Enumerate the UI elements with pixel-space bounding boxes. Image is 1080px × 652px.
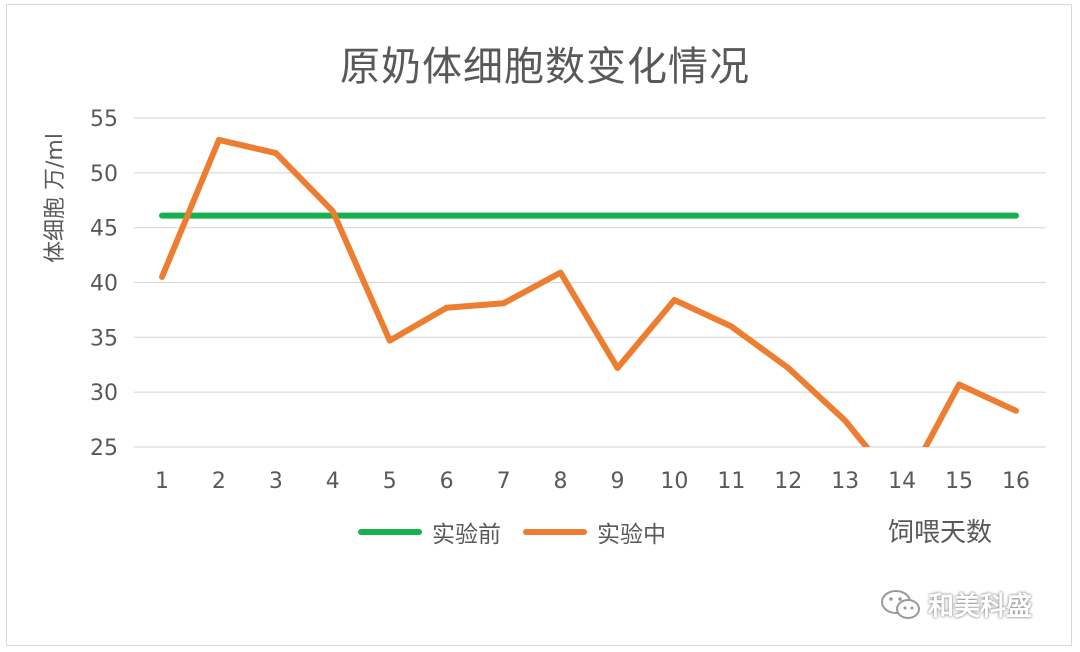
x-tick-label: 13: [831, 469, 859, 494]
legend-item-before: 实验前: [358, 515, 501, 549]
x-tick-label: 14: [888, 469, 916, 494]
y-tick-label: 25: [90, 436, 118, 461]
series-line-during: [159, 136, 1019, 447]
x-tick-label: 1: [155, 469, 169, 494]
x-axis-title: 饲喂天数: [888, 518, 993, 548]
legend: 实验前 实验中: [358, 514, 688, 550]
y-tick-label: 30: [90, 381, 118, 406]
x-tick-label: 7: [497, 469, 511, 494]
chart-frame: [6, 4, 1072, 646]
y-tick-label: 35: [90, 326, 118, 351]
y-tick-label: 45: [90, 217, 118, 242]
watermark: 和美科盛: [880, 586, 1032, 623]
x-tick-label: 10: [660, 469, 688, 494]
y-tick-label: 50: [90, 162, 118, 187]
y-tick-label: 55: [90, 107, 118, 132]
x-tick-label: 5: [383, 469, 397, 494]
legend-item-during: 实验中: [523, 515, 666, 549]
x-tick-label: 15: [945, 469, 973, 494]
x-tick-label: 11: [717, 469, 745, 494]
legend-swatch-before: [358, 529, 422, 535]
watermark-text: 和美科盛: [928, 592, 1033, 622]
legend-swatch-during: [523, 529, 587, 535]
x-tick-label: 6: [440, 469, 454, 494]
x-tick-label: 9: [610, 469, 624, 494]
x-tick-label: 4: [326, 469, 340, 494]
legend-label-before: 实验前: [432, 522, 501, 548]
x-tick-label: 16: [1002, 469, 1030, 494]
x-tick-label: 8: [554, 469, 568, 494]
x-tick-label: 12: [774, 469, 802, 494]
y-tick-label: 40: [90, 272, 118, 297]
legend-label-during: 实验中: [597, 522, 666, 548]
x-tick-label: 3: [269, 469, 283, 494]
wechat-icon: [881, 589, 920, 619]
chart-title: 原奶体细胞数变化情况: [340, 44, 750, 90]
x-tick-label: 2: [212, 469, 226, 494]
